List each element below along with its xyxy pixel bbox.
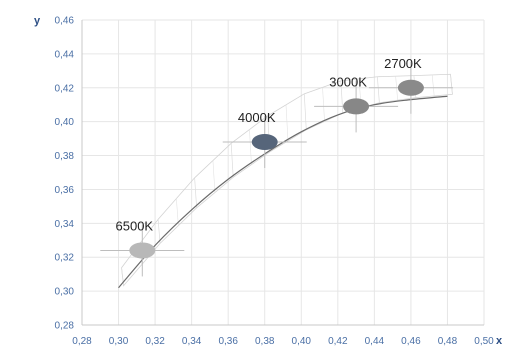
x-tick-label: 0,50 <box>474 336 494 347</box>
x-tick-label: 0,36 <box>218 336 238 347</box>
data-point <box>397 79 424 96</box>
band-hatch-line <box>194 177 197 208</box>
x-axis-title: x <box>496 335 503 347</box>
y-tick-label: 0,38 <box>55 151 75 162</box>
x-tick-label: 0,28 <box>72 336 92 347</box>
x-tick-label: 0,34 <box>182 336 202 347</box>
point-label: 2700K <box>384 56 422 71</box>
band-hatch-line <box>450 74 453 95</box>
band-hatch-line <box>377 76 380 103</box>
band-hatch-line <box>340 80 344 113</box>
axes: 0,28 0,30 0,32 0,34 0,36 0,38 0,40 0,42 0,44 0,46… <box>34 15 503 347</box>
y-axis-title: y <box>34 15 41 27</box>
y-tick-label: 0,28 <box>55 321 75 332</box>
x-tick-label: 0,44 <box>365 336 385 347</box>
tolerance-band-outline <box>121 73 453 287</box>
tolerance-band <box>121 73 453 287</box>
data-point <box>129 242 156 259</box>
band-hatch-line <box>285 104 289 141</box>
y-tick-label: 0,44 <box>55 49 75 60</box>
x-tick-label: 0,48 <box>438 336 458 347</box>
x-tick-label: 0,42 <box>328 336 348 347</box>
planckian-locus <box>118 95 448 289</box>
x-tick-label: 0,32 <box>145 336 165 347</box>
point-label: 6500K <box>116 218 154 233</box>
band-hatch-line <box>431 74 435 96</box>
y-tick-label: 0,32 <box>55 253 75 264</box>
x-tick-label: 0,30 <box>109 336 129 347</box>
band-hatch-line <box>157 219 161 244</box>
y-tick-label: 0,40 <box>55 117 75 128</box>
y-tick-label: 0,36 <box>55 185 75 196</box>
x-tick-label: 0,38 <box>255 336 275 347</box>
band-hatch-line <box>212 160 216 193</box>
band-hatch-line <box>322 87 325 122</box>
data-point <box>343 98 370 115</box>
band-hatch-line <box>230 143 234 178</box>
data-points: 6500K 4000K 3000K 2700K <box>100 56 453 277</box>
point-label: 4000K <box>238 110 276 125</box>
x-tick-label: 0,46 <box>401 336 421 347</box>
planckian-locus-line <box>118 95 448 289</box>
data-point <box>251 134 278 150</box>
y-tick-label: 0,42 <box>55 83 75 94</box>
band-hatch-line <box>249 129 252 165</box>
band-hatch-line <box>176 198 179 226</box>
y-tick-label: 0,30 <box>55 287 75 298</box>
y-tick-label: 0,46 <box>55 16 75 27</box>
y-tick-label: 0,34 <box>55 219 75 230</box>
grid <box>81 19 485 326</box>
x-tick-label: 0,40 <box>292 336 312 347</box>
point-label: 3000K <box>329 74 367 89</box>
band-hatch-line <box>303 93 307 130</box>
